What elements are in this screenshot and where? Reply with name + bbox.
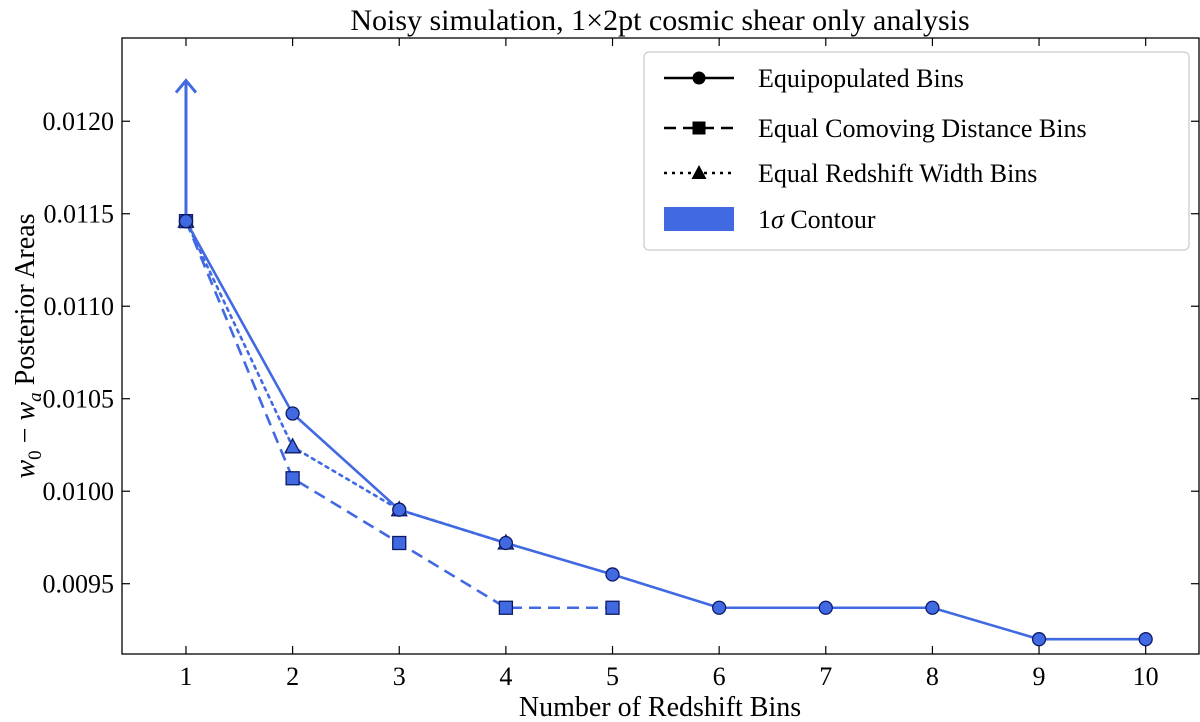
y-tick-label: 0.0095 bbox=[43, 570, 115, 599]
legend-item-2: Equal Redshift Width Bins bbox=[664, 159, 1037, 188]
chart-title: Noisy simulation, 1×2pt cosmic shear onl… bbox=[350, 4, 969, 37]
plot-frame bbox=[121, 37, 1200, 655]
series-markers-1 bbox=[178, 213, 620, 615]
legend-contour-swatch bbox=[664, 207, 734, 231]
arrow-head bbox=[174, 78, 198, 94]
data-point bbox=[392, 502, 407, 517]
data-point bbox=[498, 600, 514, 615]
data-point bbox=[498, 535, 514, 551]
x-tick-label: 6 bbox=[713, 662, 726, 691]
legend-label: Equal Comoving Distance Bins bbox=[758, 114, 1087, 143]
y-tick-label: 0.0120 bbox=[43, 107, 115, 136]
x-tick-label: 7 bbox=[819, 662, 832, 691]
y-tick-label: 0.0115 bbox=[43, 200, 114, 229]
x-tick-label: 1 bbox=[179, 662, 192, 691]
series-markers-2 bbox=[177, 211, 515, 550]
data-point bbox=[925, 600, 940, 615]
series-line bbox=[184, 220, 1146, 641]
legend-marker bbox=[692, 121, 706, 135]
data-point bbox=[605, 567, 620, 582]
data-point bbox=[818, 600, 833, 615]
legend-marker bbox=[692, 71, 706, 85]
legend-contour-label: 1σ Contour bbox=[758, 205, 876, 234]
series-group bbox=[174, 78, 1153, 647]
x-tick-label: 5 bbox=[606, 662, 619, 691]
y-tick-label: 0.0105 bbox=[43, 385, 115, 414]
data-point bbox=[285, 406, 300, 421]
legend-label: Equal Redshift Width Bins bbox=[758, 159, 1037, 188]
x-tick-label: 2 bbox=[286, 662, 299, 691]
legend-box bbox=[643, 51, 1190, 251]
legend-item-0: Equipopulated Bins bbox=[664, 64, 964, 93]
data-point bbox=[605, 600, 620, 615]
x-tick-label: 4 bbox=[499, 662, 512, 691]
series-0 bbox=[184, 220, 1146, 641]
legend-label: Equipopulated Bins bbox=[758, 64, 964, 93]
legend-marker bbox=[691, 165, 707, 179]
series-markers-0 bbox=[178, 213, 1153, 647]
data-point bbox=[285, 471, 300, 486]
x-tick-label: 3 bbox=[393, 662, 406, 691]
data-point bbox=[392, 535, 407, 551]
x-tick-label: 9 bbox=[1033, 662, 1046, 691]
series-2 bbox=[184, 219, 508, 545]
y-axis-label: w0 − wa Posterior Areas bbox=[10, 213, 46, 478]
legend: Equipopulated Bins Equal Comoving Distanc… bbox=[643, 51, 1190, 251]
data-point bbox=[1031, 632, 1047, 647]
data-point bbox=[284, 437, 302, 454]
x-tick-label: 10 bbox=[1133, 662, 1159, 691]
series-line bbox=[184, 219, 508, 545]
data-point bbox=[178, 213, 194, 229]
x-tick-label: 8 bbox=[926, 662, 939, 691]
data-point bbox=[1138, 632, 1153, 647]
data-point bbox=[711, 600, 727, 615]
axis-ticks: 1 2 3 4 5 6 7 8 9 10 0.0095 0.0100 0.0105 0.0110 0.011… bbox=[43, 38, 1199, 691]
x-axis-label: Number of Redshift Bins bbox=[519, 692, 801, 722]
y-tick-label: 0.0100 bbox=[43, 477, 115, 506]
legend-item-contour: 1σ Contour bbox=[664, 205, 876, 234]
upper-limit-arrow bbox=[174, 78, 198, 229]
legend-item-1: Equal Comoving Distance Bins bbox=[664, 114, 1087, 143]
y-tick-label: 0.0110 bbox=[43, 292, 114, 321]
